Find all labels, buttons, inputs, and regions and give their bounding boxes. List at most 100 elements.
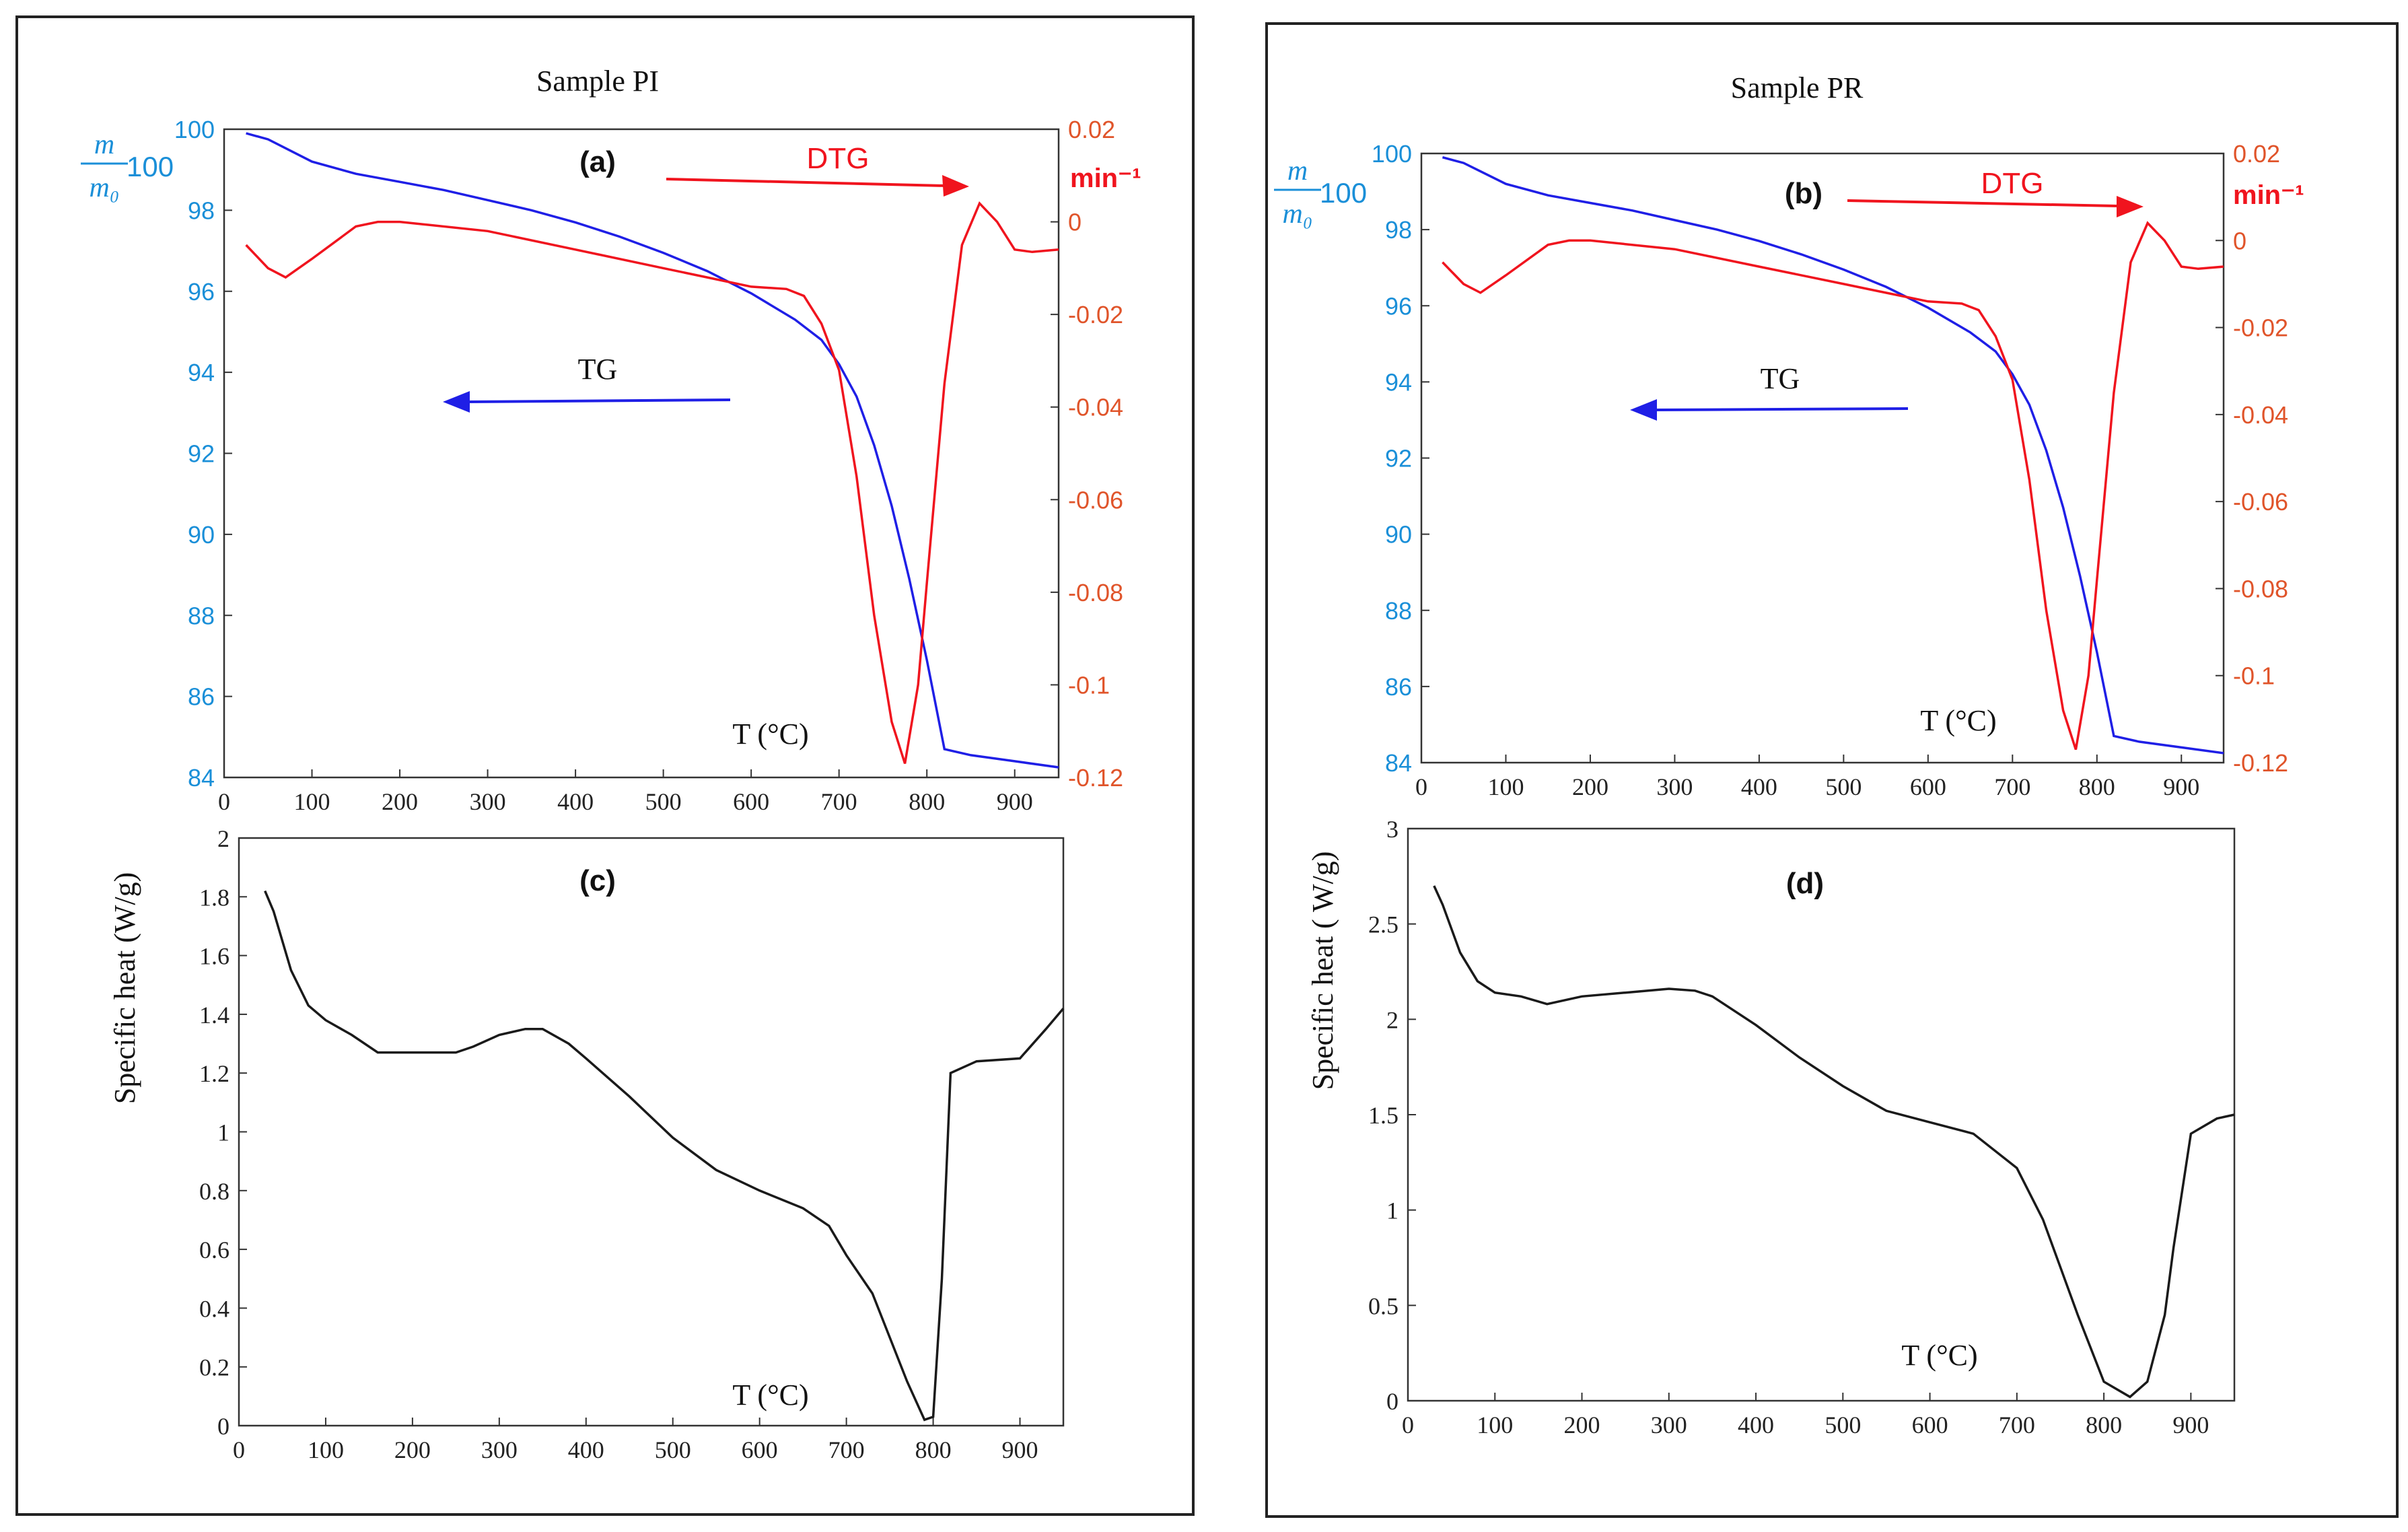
tg-arrowhead-b (1630, 399, 1657, 421)
y2-label-a: min⁻¹ (1070, 164, 1141, 193)
x-tick-label: 200 (382, 788, 418, 815)
y-tick-label: 3 (1386, 816, 1398, 843)
y2-tick-label: -0.04 (1068, 394, 1123, 421)
y-tick-label: 84 (188, 764, 215, 792)
x-tick-label: 300 (1656, 773, 1693, 800)
x-tick-label: 200 (1572, 773, 1608, 800)
x-tick-label: 400 (1741, 773, 1777, 800)
y2-label-b: min⁻¹ (2233, 180, 2304, 210)
dtg-label-b: DTG (1981, 167, 2044, 200)
y-tick-label: 0.5 (1368, 1292, 1398, 1319)
y-tick-label: 94 (188, 359, 215, 386)
chart-b: 0 100 200 300 400 500 600 700 800 900 84 86 88 90 92 9… (1274, 140, 2304, 800)
y-tick-label: 1 (217, 1119, 229, 1146)
x-tick-label: 100 (308, 1436, 344, 1463)
title-sample-pr: Sample PR (1731, 71, 1864, 104)
y-tick-label: 100 (1372, 140, 1412, 168)
dtg-label-a: DTG (807, 142, 870, 175)
y-axis-label-c: Specific heat (W/g) (108, 872, 141, 1105)
y-tick-label: 2.5 (1368, 911, 1398, 938)
x-tick-label: 100 (1487, 773, 1524, 800)
y-tick-label: 86 (188, 683, 215, 711)
y-tick-label: 0.4 (199, 1295, 229, 1322)
x-tick-label: 400 (1738, 1412, 1774, 1438)
y-tick-label: 1 (1386, 1197, 1398, 1224)
plot-frame-d (1407, 827, 2236, 1402)
y2-tick-label: 0 (1068, 209, 1082, 236)
y2-tick-label: -0.02 (2233, 314, 2288, 342)
x-axis-label-a: T (°C) (732, 718, 808, 751)
tg-line-a (246, 132, 1059, 769)
y2-tick-label: -0.02 (1068, 301, 1123, 328)
y-tick-label: 1.6 (199, 943, 229, 970)
x-ticks-c: 0 100 200 300 400 500 600 700 800 900 (233, 1418, 1038, 1463)
y-tick-label: 1.2 (199, 1060, 229, 1087)
x-tick-label: 600 (1912, 1412, 1948, 1438)
y-tick-label: 84 (1385, 749, 1412, 777)
y-axis-label-d: Specific heat ( W/g) (1306, 851, 1339, 1090)
x-tick-label: 0 (233, 1436, 245, 1463)
y-tick-label: 90 (1385, 521, 1412, 549)
y-ticks-d: 0 0.5 1 1.5 2 2.5 3 (1368, 816, 1416, 1415)
y2-ticks-a: -0.12 -0.1 -0.08 -0.06 -0.04 -0.02 0 0.02 (1051, 116, 1123, 792)
y2-tick-label: -0.08 (1068, 579, 1123, 606)
panel-label-c: (c) (579, 864, 616, 897)
chart-c: 0 100 200 300 400 500 600 700 800 900 00.20.40.60… (108, 825, 1065, 1463)
y-label-den-a: m₀ (90, 172, 120, 203)
y-ticks-c: 0 0.2 0.4 0.6 0.8 1 1.2 1.4 1.6 1.8 2 (199, 825, 247, 1440)
y-ticks-a: 84 86 88 90 92 94 96 98 100 (174, 116, 232, 792)
dtg-line-b (1442, 221, 2224, 751)
y2-tick-label: 0.02 (1068, 116, 1115, 143)
x-tick-label: 800 (2079, 773, 2115, 800)
x-tick-label: 700 (821, 788, 857, 815)
y-tick-label: 96 (1385, 292, 1412, 320)
x-tick-label: 0 (1402, 1412, 1414, 1438)
x-tick-label: 300 (470, 788, 506, 815)
y-label-den-b: m₀ (1283, 199, 1313, 230)
x-tick-label: 700 (828, 1436, 865, 1463)
x-tick-label: 600 (1910, 773, 1946, 800)
panel-frame-right (1265, 22, 2399, 1518)
y-tick-label: 1.8 (199, 884, 229, 911)
x-tick-label: 800 (2086, 1412, 2122, 1438)
y-tick-label: 0 (1386, 1388, 1398, 1415)
y-ticks-b: 84 86 88 90 92 94 96 98 100 (1372, 140, 1429, 777)
x-tick-label: 600 (733, 788, 769, 815)
specific-heat-line-d (1433, 885, 2235, 1399)
chart-d: 0 100 200 300 400 500 600 700 800 900 0 0.5 1 1.5 2 2.… (1306, 816, 2236, 1438)
y2-tick-label: -0.12 (1068, 764, 1123, 792)
y2-tick-label: -0.12 (2233, 749, 2288, 777)
panel-frame-left (15, 15, 1195, 1516)
x-tick-label: 100 (294, 788, 330, 815)
x-tick-label: 900 (997, 788, 1033, 815)
y-tick-label: 88 (1385, 597, 1412, 625)
y-tick-label: 94 (1385, 368, 1412, 396)
x-ticks-d: 0 100 200 300 400 500 600 700 800 900 (1402, 1393, 2209, 1438)
y-tick-label: 0.6 (199, 1237, 229, 1263)
chart-a: 0 100 200 300 400 500 600 700 800 900 84 86 88 90 92 9… (81, 116, 1141, 815)
x-tick-label: 500 (1825, 773, 1862, 800)
x-tick-label: 500 (645, 788, 682, 815)
y-label-factor-b: 100 (1320, 177, 1367, 209)
y-tick-label: 0 (217, 1413, 229, 1440)
x-ticks-a: 0 100 200 300 400 500 600 700 800 900 (218, 769, 1033, 815)
x-tick-label: 900 (2172, 1412, 2209, 1438)
x-tick-label: 400 (568, 1436, 604, 1463)
x-tick-label: 100 (1477, 1412, 1513, 1438)
y2-tick-label: -0.06 (1068, 486, 1123, 514)
y-tick-label: 92 (1385, 445, 1412, 473)
x-axis-label-c: T (°C) (732, 1379, 808, 1412)
x-tick-label: 600 (742, 1436, 778, 1463)
x-tick-label: 900 (2163, 773, 2199, 800)
x-tick-label: 800 (909, 788, 945, 815)
dtg-arrowhead-b (2117, 196, 2144, 217)
y-tick-label: 0.2 (199, 1354, 229, 1381)
x-tick-label: 300 (481, 1436, 518, 1463)
y-tick-label: 2 (217, 825, 229, 852)
panel-label-d: (d) (1786, 867, 1824, 900)
y-tick-label: 100 (174, 116, 215, 143)
tg-arrow-b (1655, 407, 1909, 411)
y2-tick-label: -0.08 (2233, 575, 2288, 602)
title-sample-pi: Sample PI (536, 65, 659, 98)
